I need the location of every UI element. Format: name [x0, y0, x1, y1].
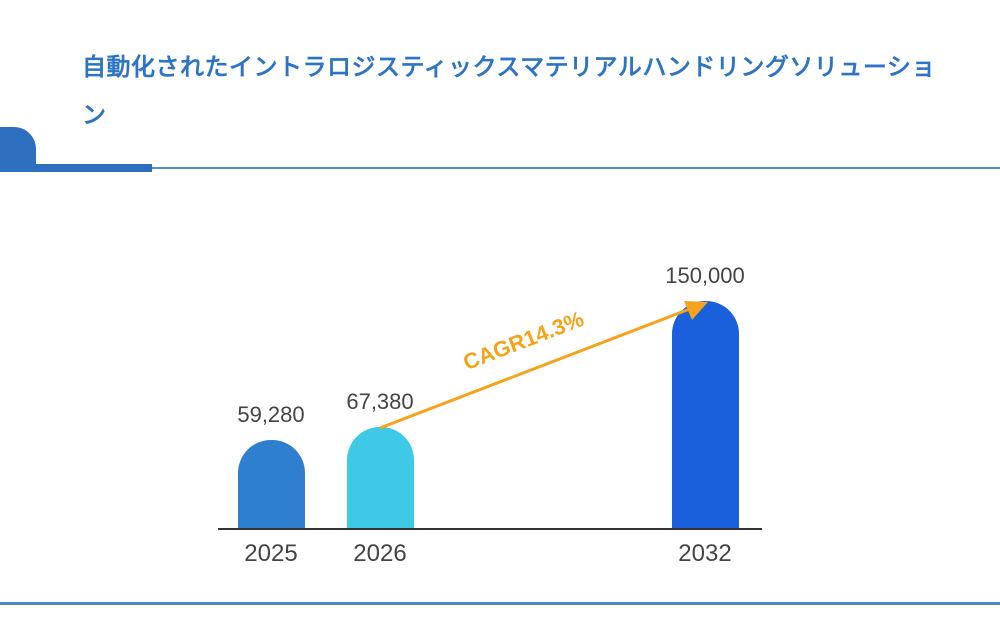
category-label-2032: 2032	[678, 540, 732, 567]
header-tab-bar	[0, 164, 152, 172]
value-label-2032: 150,000	[665, 263, 745, 288]
category-label-2025: 2025	[244, 540, 298, 567]
bar-2025	[238, 440, 305, 529]
header-divider	[152, 167, 1000, 169]
category-label-2026: 2026	[353, 540, 407, 567]
value-label-2025: 59,280	[237, 402, 305, 427]
bar-2026	[347, 427, 414, 529]
x-axis	[218, 528, 762, 530]
value-label-2026: 67,380	[346, 389, 414, 414]
page-title: 自動化されたイントラロジスティックスマテリアルハンドリングソリューション	[82, 54, 936, 129]
bar-2032	[672, 301, 739, 529]
footer-divider	[0, 602, 1000, 605]
